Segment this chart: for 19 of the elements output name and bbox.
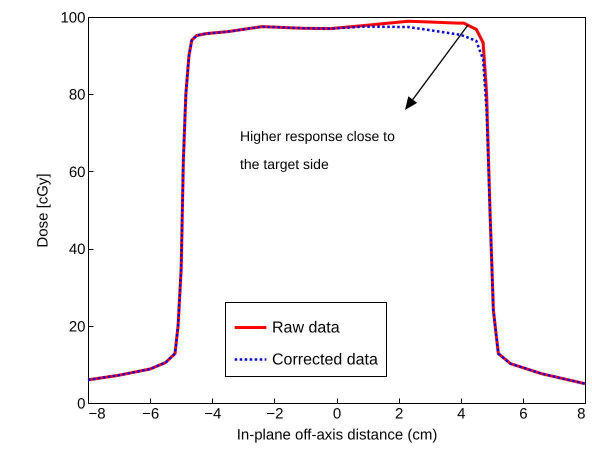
x-tick-label: −2 (266, 406, 284, 422)
x-tick-label: −8 (88, 406, 106, 422)
y-tick-label: 40 (68, 241, 86, 258)
y-axis-title: Dose [cGy] (34, 173, 52, 248)
x-axis-title: In-plane off-axis distance (cm) (236, 426, 438, 444)
x-tick-label: −4 (204, 406, 222, 422)
y-tick-label: 20 (68, 318, 86, 336)
x-tick-label: −6 (142, 406, 160, 422)
x-tick-label: 0 (332, 406, 342, 422)
legend-label: Corrected data (272, 352, 378, 368)
annotation: Higher response close to the target side (240, 128, 396, 172)
legend-label: Raw data (272, 320, 340, 336)
y-tick-label: 100 (60, 10, 86, 26)
x-tick-label: 4 (457, 406, 466, 422)
x-tick-label: 6 (519, 406, 528, 422)
x-tick-label: 8 (577, 406, 586, 422)
y-tick-label: 60 (68, 164, 86, 181)
y-tick-label: 80 (68, 86, 86, 104)
x-tick-label: 2 (394, 406, 404, 422)
